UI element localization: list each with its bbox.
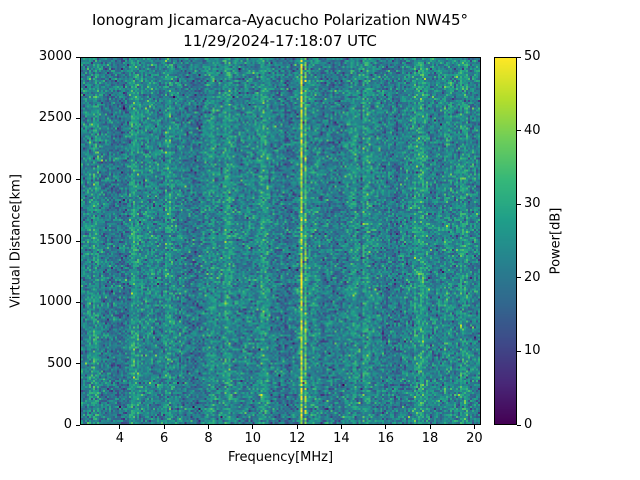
x-tick-mark <box>252 425 254 429</box>
x-tick-label: 20 <box>466 431 483 446</box>
colorbar-frame <box>494 57 517 425</box>
colorbar-tick-mark <box>517 56 521 58</box>
x-tick-label: 4 <box>115 431 125 446</box>
colorbar-tick-label: 10 <box>524 343 541 359</box>
y-tick-mark <box>76 56 80 58</box>
x-tick-mark <box>473 425 475 429</box>
colorbar-tick-mark <box>517 350 521 352</box>
y-tick-label: 2500 <box>38 110 72 126</box>
x-tick-label: 18 <box>421 431 439 446</box>
x-tick-label: 8 <box>204 431 213 446</box>
colorbar-tick-mark <box>517 277 521 279</box>
x-tick-label: 14 <box>333 431 350 446</box>
colorbar-tick-mark <box>517 424 521 426</box>
colorbar-tick-mark <box>517 203 521 205</box>
y-axis-label: Virtual Distance[km] <box>8 174 24 308</box>
colorbar-label: Power[dB] <box>548 207 564 275</box>
x-tick-label: 16 <box>377 431 394 446</box>
colorbar-tick-label: 0 <box>524 417 533 432</box>
y-tick-label: 500 <box>47 355 72 371</box>
y-tick-mark <box>76 117 80 119</box>
colorbar-tick-label: 20 <box>524 269 541 285</box>
colorbar-tick-label: 30 <box>524 196 541 212</box>
y-tick-mark <box>76 240 80 242</box>
y-tick-mark <box>76 179 80 181</box>
x-tick-mark <box>340 425 342 429</box>
y-tick-label: 3000 <box>38 49 72 64</box>
x-tick-mark <box>296 425 298 429</box>
colorbar <box>495 58 516 424</box>
x-axis-label: Frequency[MHz] <box>227 450 334 465</box>
colorbar-tick-label: 40 <box>524 122 541 138</box>
x-tick-mark <box>119 425 121 429</box>
x-tick-label: 12 <box>288 431 306 446</box>
y-tick-label: 0 <box>63 417 72 432</box>
heatmap-canvas <box>81 58 480 424</box>
y-tick-label: 1500 <box>38 233 72 248</box>
colorbar-tick-mark <box>517 130 521 132</box>
plot-frame <box>80 57 481 425</box>
x-tick-mark <box>385 425 387 429</box>
x-tick-label: 10 <box>244 431 262 446</box>
y-tick-label: 1000 <box>38 294 72 310</box>
figure-title: Ionogram Jicamarca-Ayacucho Polarization… <box>91 11 469 29</box>
y-tick-mark <box>76 363 80 365</box>
y-tick-label: 2000 <box>38 171 72 187</box>
x-tick-mark <box>207 425 209 429</box>
y-tick-mark <box>76 424 80 426</box>
x-tick-mark <box>429 425 431 429</box>
colorbar-tick-label: 50 <box>524 49 541 64</box>
y-tick-mark <box>76 301 80 303</box>
figure-subtitle: 11/29/2024-17:18:07 UTC <box>183 32 377 50</box>
x-tick-mark <box>163 425 165 429</box>
x-tick-label: 6 <box>160 431 169 446</box>
